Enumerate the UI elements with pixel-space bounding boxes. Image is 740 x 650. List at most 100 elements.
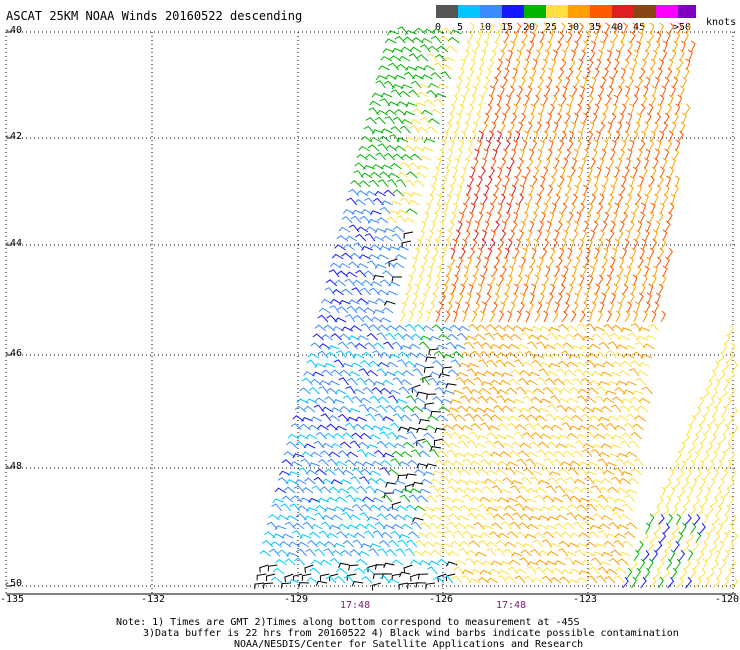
wind-barb — [546, 370, 558, 377]
wind-barb — [659, 130, 665, 143]
wind-barb — [510, 479, 523, 486]
wind-barb — [460, 283, 466, 296]
wind-barb — [365, 226, 378, 233]
wind-barb — [493, 112, 499, 125]
wind-barb — [647, 31, 654, 44]
wind-barb — [401, 301, 407, 314]
wind-barb — [563, 229, 569, 242]
wind-barb — [632, 166, 638, 179]
wind-barb — [407, 582, 418, 589]
wind-barb — [346, 305, 358, 314]
wind-barb — [562, 415, 574, 422]
wind-barb — [541, 539, 553, 548]
wind-barb — [497, 423, 509, 431]
wind-barb — [526, 85, 533, 98]
wind-barb — [665, 31, 671, 44]
wind-barb — [453, 566, 465, 575]
wind-barb — [596, 386, 608, 395]
wind-barb — [400, 197, 411, 206]
wind-barb — [505, 575, 517, 584]
wind-barb — [447, 369, 460, 377]
wind-barb — [450, 540, 463, 548]
wind-barb — [706, 397, 715, 409]
wind-barb — [452, 498, 465, 504]
wind-barb — [587, 461, 599, 467]
wind-barb — [456, 332, 468, 341]
wind-barb — [505, 352, 518, 359]
wind-barb — [470, 94, 476, 107]
wind-barb — [464, 229, 471, 242]
wind-barb — [389, 134, 400, 143]
wind-barb — [651, 549, 659, 562]
wind-barb — [419, 155, 431, 161]
wind-barb — [607, 85, 614, 98]
wind-barb — [447, 407, 460, 413]
wind-barb — [445, 45, 458, 53]
wind-barb — [339, 333, 351, 341]
wind-barb — [669, 549, 676, 562]
wind-barb — [505, 58, 511, 71]
wind-barb — [321, 514, 334, 521]
wind-barb — [421, 292, 427, 305]
wind-barb — [612, 175, 619, 188]
wind-barb — [281, 495, 294, 503]
wind-barb — [470, 423, 482, 431]
wind-barb — [438, 373, 450, 379]
wind-barb — [410, 191, 422, 197]
wind-barb — [526, 451, 539, 458]
wind-barb — [511, 148, 517, 161]
colorbar-swatch-3 — [502, 5, 524, 18]
wind-barb — [651, 238, 658, 251]
wind-barb — [387, 172, 400, 179]
wind-barb — [419, 229, 425, 242]
wind-barb — [395, 398, 408, 404]
wind-barb — [549, 175, 556, 188]
wind-barb — [640, 283, 646, 296]
wind-barb — [560, 531, 573, 539]
wind-barb — [471, 238, 478, 251]
wind-barb — [668, 166, 675, 179]
wind-barb — [625, 121, 631, 134]
wind-barb — [378, 65, 390, 71]
wind-barb — [349, 514, 361, 521]
wind-barb — [565, 476, 577, 485]
wind-barb — [587, 238, 593, 251]
wind-barb — [517, 377, 529, 386]
wind-barb — [629, 31, 636, 44]
wind-barb — [306, 469, 318, 476]
wind-barb — [426, 53, 438, 62]
wind-barb — [386, 290, 398, 296]
wind-barb — [455, 377, 466, 386]
wind-barb — [662, 40, 668, 53]
wind-barb — [385, 109, 397, 116]
wind-barb — [682, 541, 690, 553]
wind-barb — [603, 540, 616, 548]
wind-barb — [528, 334, 540, 341]
wind-barb — [397, 539, 409, 548]
wind-barb — [403, 292, 410, 305]
wind-barb — [281, 533, 294, 539]
wind-barb — [386, 216, 398, 224]
wind-barb — [428, 449, 440, 458]
wind-barb — [648, 247, 655, 260]
wind-barb — [623, 22, 628, 35]
wind-barb — [642, 274, 648, 287]
wind-barb — [481, 450, 494, 458]
wind-barb — [474, 442, 487, 449]
wind-barb — [605, 202, 612, 215]
wind-barb — [336, 530, 348, 539]
wind-barb — [440, 398, 453, 404]
wind-barb — [573, 76, 580, 89]
wind-barb — [565, 112, 571, 125]
wind-barb — [358, 145, 371, 152]
wind-barb — [452, 310, 458, 323]
wind-barb — [418, 418, 430, 425]
wind-barb — [598, 451, 611, 458]
wind-barb — [531, 139, 538, 152]
wind-barb — [714, 441, 721, 454]
wind-barb — [558, 323, 570, 332]
wind-barb — [539, 31, 545, 44]
wind-barb — [603, 323, 615, 332]
lat-label-44: -44 — [4, 238, 23, 249]
wind-barb — [477, 175, 483, 188]
